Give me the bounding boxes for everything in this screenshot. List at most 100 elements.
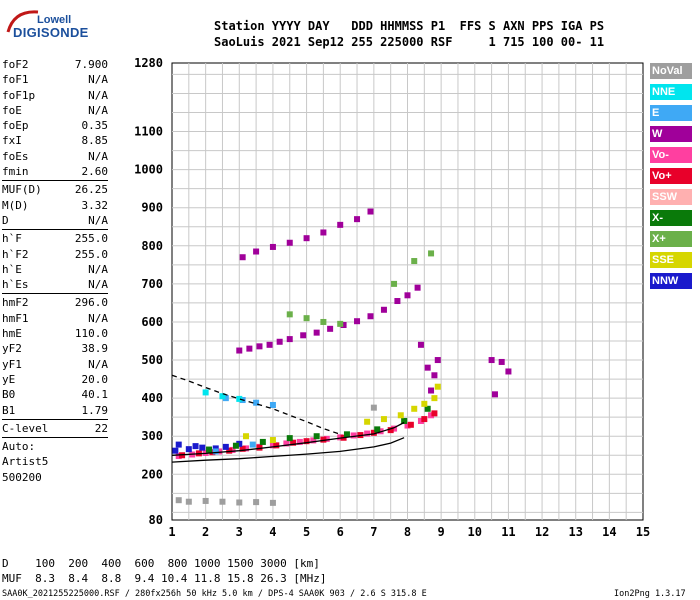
echo-point (327, 325, 334, 332)
legend-item: X+ (650, 231, 692, 247)
param-label: B0 (2, 388, 16, 402)
logo-main-text: DIGISONDE (13, 25, 89, 40)
param-row: foEp 0.35 (2, 118, 108, 133)
header-line-1: Station YYYY DAY DDD HHMMSS P1 FFS S AXN… (214, 19, 605, 33)
echo-point (269, 437, 276, 444)
echo-point (431, 410, 438, 417)
echo-point (421, 400, 428, 407)
echo-point (354, 318, 361, 325)
param-label: MUF(D) (2, 183, 42, 197)
echo-point (259, 438, 266, 445)
echo-point (175, 441, 182, 448)
echo-point (222, 443, 229, 450)
param-value: 38.9 (81, 342, 109, 356)
legend: NoVal NNE E W Vo- Vo+ SSW X- X+ SSE NNW (650, 63, 692, 294)
echo-point (431, 372, 438, 379)
echo-point (202, 497, 209, 504)
echo-point (343, 431, 350, 438)
param-value: 40.1 (81, 388, 109, 402)
echo-point (350, 432, 357, 439)
echo-point (256, 444, 263, 451)
param-row: D N/A (2, 213, 108, 228)
echo-point (239, 445, 246, 452)
param-label: foF1 (2, 73, 29, 87)
param-label: foE (2, 103, 22, 117)
echo-point (266, 341, 273, 348)
legend-item: NoVal (650, 63, 692, 79)
footer-muf-line: MUF 8.3 8.4 8.8 9.4 10.4 11.8 15.8 26.3 … (2, 572, 327, 585)
param-label: C-level (2, 421, 49, 435)
x-tick-label: 3 (236, 525, 243, 539)
echo-point (269, 499, 276, 506)
param-label: M(D) (2, 198, 29, 212)
echo-point (273, 442, 280, 449)
echo-point (286, 336, 293, 343)
param-value: 1.79 (81, 403, 109, 417)
legend-item: Vo- (650, 147, 692, 163)
param-label: fxI (2, 134, 22, 148)
param-row: yF1 N/A (2, 357, 108, 372)
echo-point (216, 448, 223, 455)
echo-point (391, 280, 398, 287)
echo-point (417, 417, 424, 424)
echo-point (219, 393, 226, 400)
echo-point (310, 437, 317, 444)
param-value: 2.60 (81, 165, 109, 179)
param-row: hmF2 296.0 (2, 295, 108, 310)
param-label: yF1 (2, 357, 22, 371)
echo-point (337, 320, 344, 327)
param-row: M(D) 3.32 (2, 198, 108, 213)
echo-point (394, 298, 401, 305)
panel-separator (2, 229, 108, 231)
param-row: foF1p N/A (2, 88, 108, 103)
param-row: foF2 7.900 (2, 57, 108, 72)
x-tick-label: 7 (370, 525, 377, 539)
echo-point (253, 399, 260, 406)
echo-point (253, 499, 260, 506)
echo-point (434, 383, 441, 390)
echo-point (219, 498, 226, 505)
autoscale-line: Artist5 (2, 455, 49, 469)
param-value: N/A (88, 213, 108, 227)
param-label: hmF2 (2, 296, 29, 310)
echo-point (246, 345, 253, 352)
param-row: C-level 22 (2, 421, 108, 436)
echo-point (498, 358, 505, 365)
x-tick-label: 2 (202, 525, 209, 539)
echo-point (320, 436, 327, 443)
param-value: 20.0 (81, 372, 109, 386)
param-row: MUF(D) 26.25 (2, 182, 108, 197)
param-value: N/A (88, 88, 108, 102)
echo-point (313, 433, 320, 440)
echo-point (286, 239, 293, 246)
y-tick-label: 800 (141, 239, 163, 253)
param-label: foEs (2, 149, 29, 163)
echo-point (249, 441, 256, 448)
echo-point (340, 322, 347, 329)
echo-point (488, 357, 495, 364)
echo-point (296, 438, 303, 445)
legend-item: E (650, 105, 692, 121)
param-row: foE N/A (2, 103, 108, 118)
param-label: yF2 (2, 342, 22, 356)
param-label: h`Es (2, 278, 29, 292)
echo-point (286, 311, 293, 318)
echo-point (397, 412, 404, 419)
param-value: N/A (88, 278, 108, 292)
y-tick-label: 900 (141, 201, 163, 215)
header-line-2: SaoLuis 2021 Sep12 255 225000 RSF 1 715 … (214, 35, 605, 49)
param-row: foEs N/A (2, 149, 108, 164)
param-value: 8.85 (81, 134, 109, 148)
param-value: N/A (88, 311, 108, 325)
echo-point (232, 442, 239, 449)
legend-item: Vo+ (650, 168, 692, 184)
y-tick-label: 600 (141, 315, 163, 329)
echo-point (404, 422, 411, 429)
echo-point (424, 405, 431, 412)
param-label: D (2, 213, 9, 227)
echo-point (206, 446, 213, 453)
echo-point (354, 216, 361, 223)
param-row: h`E N/A (2, 262, 108, 277)
profile-line (171, 437, 405, 463)
